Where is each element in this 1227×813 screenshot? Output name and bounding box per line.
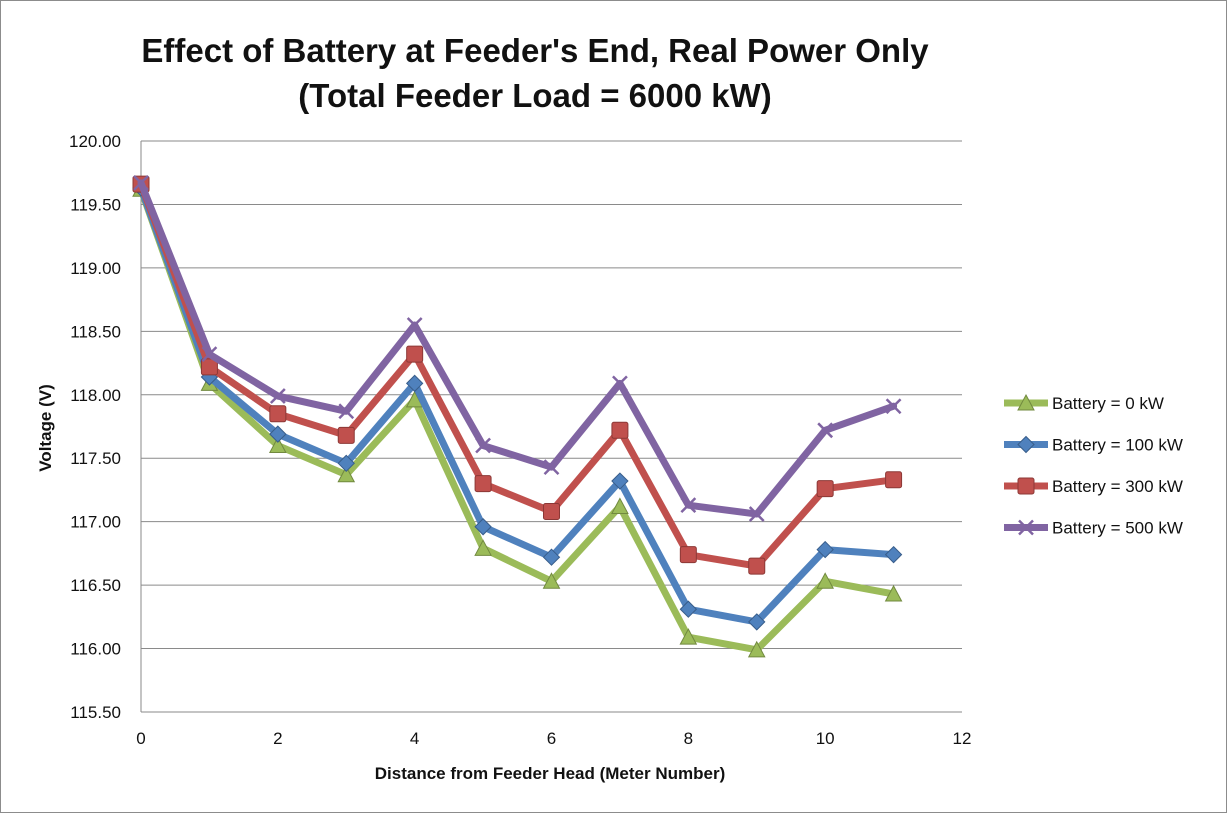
legend-item: Battery = 0 kW [1004, 393, 1164, 413]
data-point [337, 454, 355, 473]
data-point [269, 425, 287, 443]
y-tick-label: 118.50 [70, 322, 121, 341]
data-point [474, 475, 492, 493]
data-point [200, 358, 218, 376]
data-point [748, 613, 766, 631]
y-tick-label: 117.00 [70, 513, 121, 532]
data-point [338, 403, 355, 420]
y-tick-label: 116.00 [70, 640, 121, 659]
data-point [747, 640, 766, 658]
x-tick-label: 8 [684, 729, 693, 748]
y-tick-label: 119.00 [70, 259, 121, 278]
legend: Battery = 0 kW Battery = 100 kW Battery = … [1004, 393, 1183, 538]
data-point [405, 374, 424, 393]
series-1 [132, 179, 903, 631]
legend-label: Battery = 100 kW [1052, 436, 1183, 455]
y-tick-label: 116.50 [70, 576, 121, 595]
data-point [748, 506, 765, 522]
series-line [137, 185, 898, 654]
x-tick-labels: 0 2 4 6 8 10 12 [136, 729, 971, 748]
y-axis-label: Voltage (V) [36, 384, 55, 472]
series-line [137, 184, 898, 626]
data-point [269, 405, 287, 423]
data-point [748, 557, 766, 575]
data-point [679, 600, 698, 618]
data-point [269, 388, 286, 404]
y-tick-label: 115.50 [70, 703, 121, 722]
data-point [679, 628, 698, 645]
data-point [406, 317, 423, 333]
data-point [885, 471, 903, 489]
data-point [1017, 435, 1035, 454]
series-lines [132, 174, 903, 658]
data-point [611, 497, 629, 514]
data-point [611, 472, 629, 490]
legend-label: Battery = 300 kW [1052, 477, 1183, 496]
chart-title: Effect of Battery at Feeder's End, Real … [0, 28, 1070, 118]
chart-title-line1: Effect of Battery at Feeder's End, Real … [141, 32, 929, 69]
data-point [885, 398, 902, 415]
data-point [884, 584, 903, 602]
y-tick-label: 120.00 [69, 132, 121, 151]
data-point [268, 436, 287, 454]
series-3 [133, 174, 902, 522]
data-point [1018, 519, 1034, 536]
data-point [475, 437, 491, 454]
legend-item: Battery = 100 kW [1004, 436, 1183, 455]
y-tick-label: 118.00 [70, 386, 121, 405]
data-point [337, 426, 355, 444]
x-tick-label: 6 [547, 729, 556, 748]
data-point [133, 174, 149, 191]
x-tick-label: 2 [273, 729, 282, 748]
data-point [816, 572, 835, 589]
legend-label: Battery = 500 kW [1052, 519, 1183, 538]
data-point [611, 421, 629, 439]
data-point [1017, 393, 1035, 411]
data-point [543, 459, 560, 475]
data-point [542, 572, 561, 589]
y-tick-labels: 115.50 116.00 116.50 117.00 117.50 118.00 118.… [69, 132, 121, 722]
x-tick-label: 0 [136, 729, 145, 748]
data-point [474, 539, 492, 556]
series-line [137, 180, 898, 570]
x-axis-label: Distance from Feeder Head (Meter Number) [375, 764, 725, 783]
data-point [1017, 477, 1035, 495]
legend-item: Battery = 500 kW [1004, 519, 1183, 538]
legend-label: Battery = 0 kW [1052, 394, 1164, 413]
y-tick-label: 119.50 [70, 195, 121, 214]
data-point [816, 480, 834, 498]
legend-item: Battery = 300 kW [1004, 477, 1183, 496]
series-line [137, 179, 898, 518]
data-point [201, 346, 218, 363]
x-tick-label: 10 [816, 729, 835, 748]
chart-title-line2: (Total Feeder Load = 6000 kW) [298, 77, 772, 114]
data-point [816, 540, 834, 559]
data-point [542, 548, 561, 566]
data-point [406, 345, 424, 363]
data-point [817, 422, 834, 439]
data-point [612, 375, 628, 392]
data-point [680, 497, 697, 514]
data-point [884, 545, 903, 564]
y-tick-label: 117.50 [70, 449, 121, 468]
x-tick-label: 4 [410, 729, 419, 748]
x-tick-label: 12 [953, 729, 972, 748]
data-point [337, 465, 356, 483]
data-point [474, 518, 492, 536]
data-point [543, 503, 560, 521]
data-point [679, 546, 697, 564]
